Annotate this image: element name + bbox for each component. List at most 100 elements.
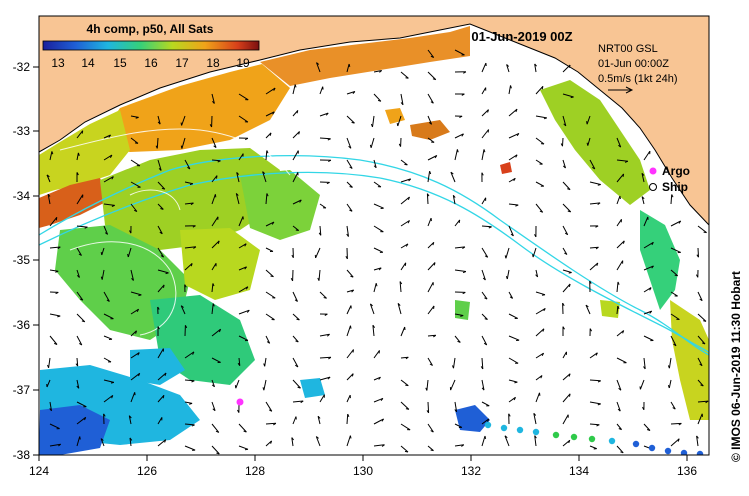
- velocity-arrow-head: [270, 275, 274, 278]
- velocity-arrow: [211, 379, 215, 387]
- velocity-arrow: [427, 171, 431, 183]
- velocity-arrow-head: [291, 254, 294, 258]
- velocity-arrow: [238, 445, 249, 450]
- velocity-arrow: [400, 243, 409, 249]
- velocity-arrow: [373, 203, 384, 209]
- velocity-arrow-head: [504, 435, 508, 439]
- velocity-arrow: [535, 328, 545, 337]
- velocity-arrow-head: [268, 409, 273, 412]
- velocity-arrow: [346, 414, 349, 425]
- velocity-arrow-head: [567, 210, 571, 213]
- velocity-arrow: [643, 265, 654, 271]
- x-tick-label: 124: [29, 464, 49, 478]
- velocity-arrows: [46, 49, 709, 455]
- velocity-arrow: [427, 71, 437, 80]
- velocity-arrow: [508, 313, 518, 319]
- velocity-arrow: [373, 397, 384, 403]
- velocity-arrow: [427, 217, 432, 227]
- velocity-arrow: [264, 357, 267, 367]
- velocity-arrow-head: [569, 393, 571, 397]
- velocity-arrow: [184, 445, 196, 451]
- velocity-arrow-head: [426, 193, 430, 197]
- velocity-arrow-head: [189, 183, 194, 186]
- velocity-arrow: [454, 444, 464, 447]
- velocity-arrow-head: [563, 123, 567, 127]
- velocity-arrow-head: [399, 281, 403, 285]
- velocity-arrow-head: [327, 376, 331, 380]
- velocity-arrow-head: [134, 142, 139, 144]
- velocity-arrow-head: [212, 283, 215, 287]
- velocity-arrow-head: [158, 168, 162, 171]
- velocity-arrow-head: [516, 133, 520, 137]
- velocity-arrow: [373, 376, 381, 381]
- velocity-arrow: [318, 269, 321, 281]
- velocity-arrow: [265, 221, 275, 227]
- velocity-arrow: [697, 313, 707, 322]
- velocity-arrow: [450, 172, 456, 183]
- velocity-arrow-head: [127, 253, 129, 258]
- velocity-arrow-head: [481, 172, 484, 176]
- velocity-arrow: [670, 401, 676, 410]
- velocity-arrow: [346, 225, 349, 237]
- velocity-arrow-head: [370, 303, 373, 307]
- velocity-arrow: [616, 306, 619, 315]
- velocity-arrow-head: [405, 408, 410, 410]
- velocity-arrow-head: [562, 165, 566, 169]
- velocity-arrow: [211, 175, 218, 183]
- velocity-arrow: [508, 108, 518, 117]
- velocity-arrow-head: [104, 232, 108, 235]
- velocity-arrow: [291, 437, 294, 447]
- velocity-arrow: [481, 335, 488, 346]
- velocity-arrow-head: [705, 400, 709, 404]
- velocity-arrow: [535, 375, 543, 381]
- velocity-arrow-head: [76, 275, 80, 278]
- velocity-arrow-head: [244, 137, 249, 141]
- velocity-arrow: [400, 445, 409, 453]
- velocity-arrow: [616, 401, 621, 412]
- velocity-arrow: [533, 413, 537, 425]
- velocity-arrow-head: [430, 430, 434, 433]
- velocity-arrow-head: [461, 444, 465, 447]
- velocity-arrow-head: [381, 444, 385, 447]
- velocity-arrow: [103, 394, 114, 403]
- velocity-arrow-head: [351, 121, 355, 124]
- velocity-arrow-head: [480, 366, 484, 370]
- velocity-arrow-head: [651, 265, 654, 269]
- velocity-arrow: [373, 247, 384, 253]
- velocity-arrow-head: [110, 381, 115, 384]
- velocity-arrow: [76, 401, 87, 408]
- velocity-arrow: [670, 438, 680, 447]
- velocity-arrow: [265, 132, 272, 139]
- velocity-arrow: [616, 445, 624, 454]
- velocity-arrow-head: [187, 166, 191, 170]
- velocity-arrow: [346, 159, 353, 169]
- velocity-arrow-head: [405, 356, 409, 360]
- velocity-arrow: [535, 115, 547, 119]
- velocity-arrow-head: [323, 297, 327, 299]
- velocity-arrow: [589, 423, 600, 426]
- velocity-arrow: [265, 291, 276, 299]
- velocity-arrow: [616, 195, 621, 205]
- velocity-arrow-head: [135, 330, 137, 334]
- velocity-arrow: [128, 415, 132, 425]
- velocity-arrow: [76, 269, 80, 278]
- velocity-arrow: [562, 247, 568, 255]
- velocity-arrow-head: [620, 451, 624, 454]
- velocity-arrow: [697, 291, 703, 301]
- velocity-arrow: [427, 334, 436, 337]
- velocity-arrow-head: [76, 385, 80, 389]
- velocity-arrow: [130, 308, 139, 315]
- velocity-arrow-head: [404, 163, 408, 166]
- velocity-arrow-head: [55, 270, 59, 273]
- velocity-arrow-head: [266, 193, 269, 197]
- velocity-arrow-head: [510, 233, 514, 237]
- x-axis: 124 126 128 130 132 134 136: [29, 455, 697, 478]
- velocity-arrow-head: [677, 438, 680, 442]
- legend-argo-label: Argo: [662, 164, 690, 178]
- velocity-arrow-head: [75, 363, 79, 367]
- velocity-arrow-head: [462, 271, 467, 274]
- velocity-arrow: [641, 196, 645, 205]
- velocity-arrow-head: [295, 364, 299, 368]
- velocity-arrow: [238, 357, 241, 366]
- velocity-arrow: [426, 193, 429, 205]
